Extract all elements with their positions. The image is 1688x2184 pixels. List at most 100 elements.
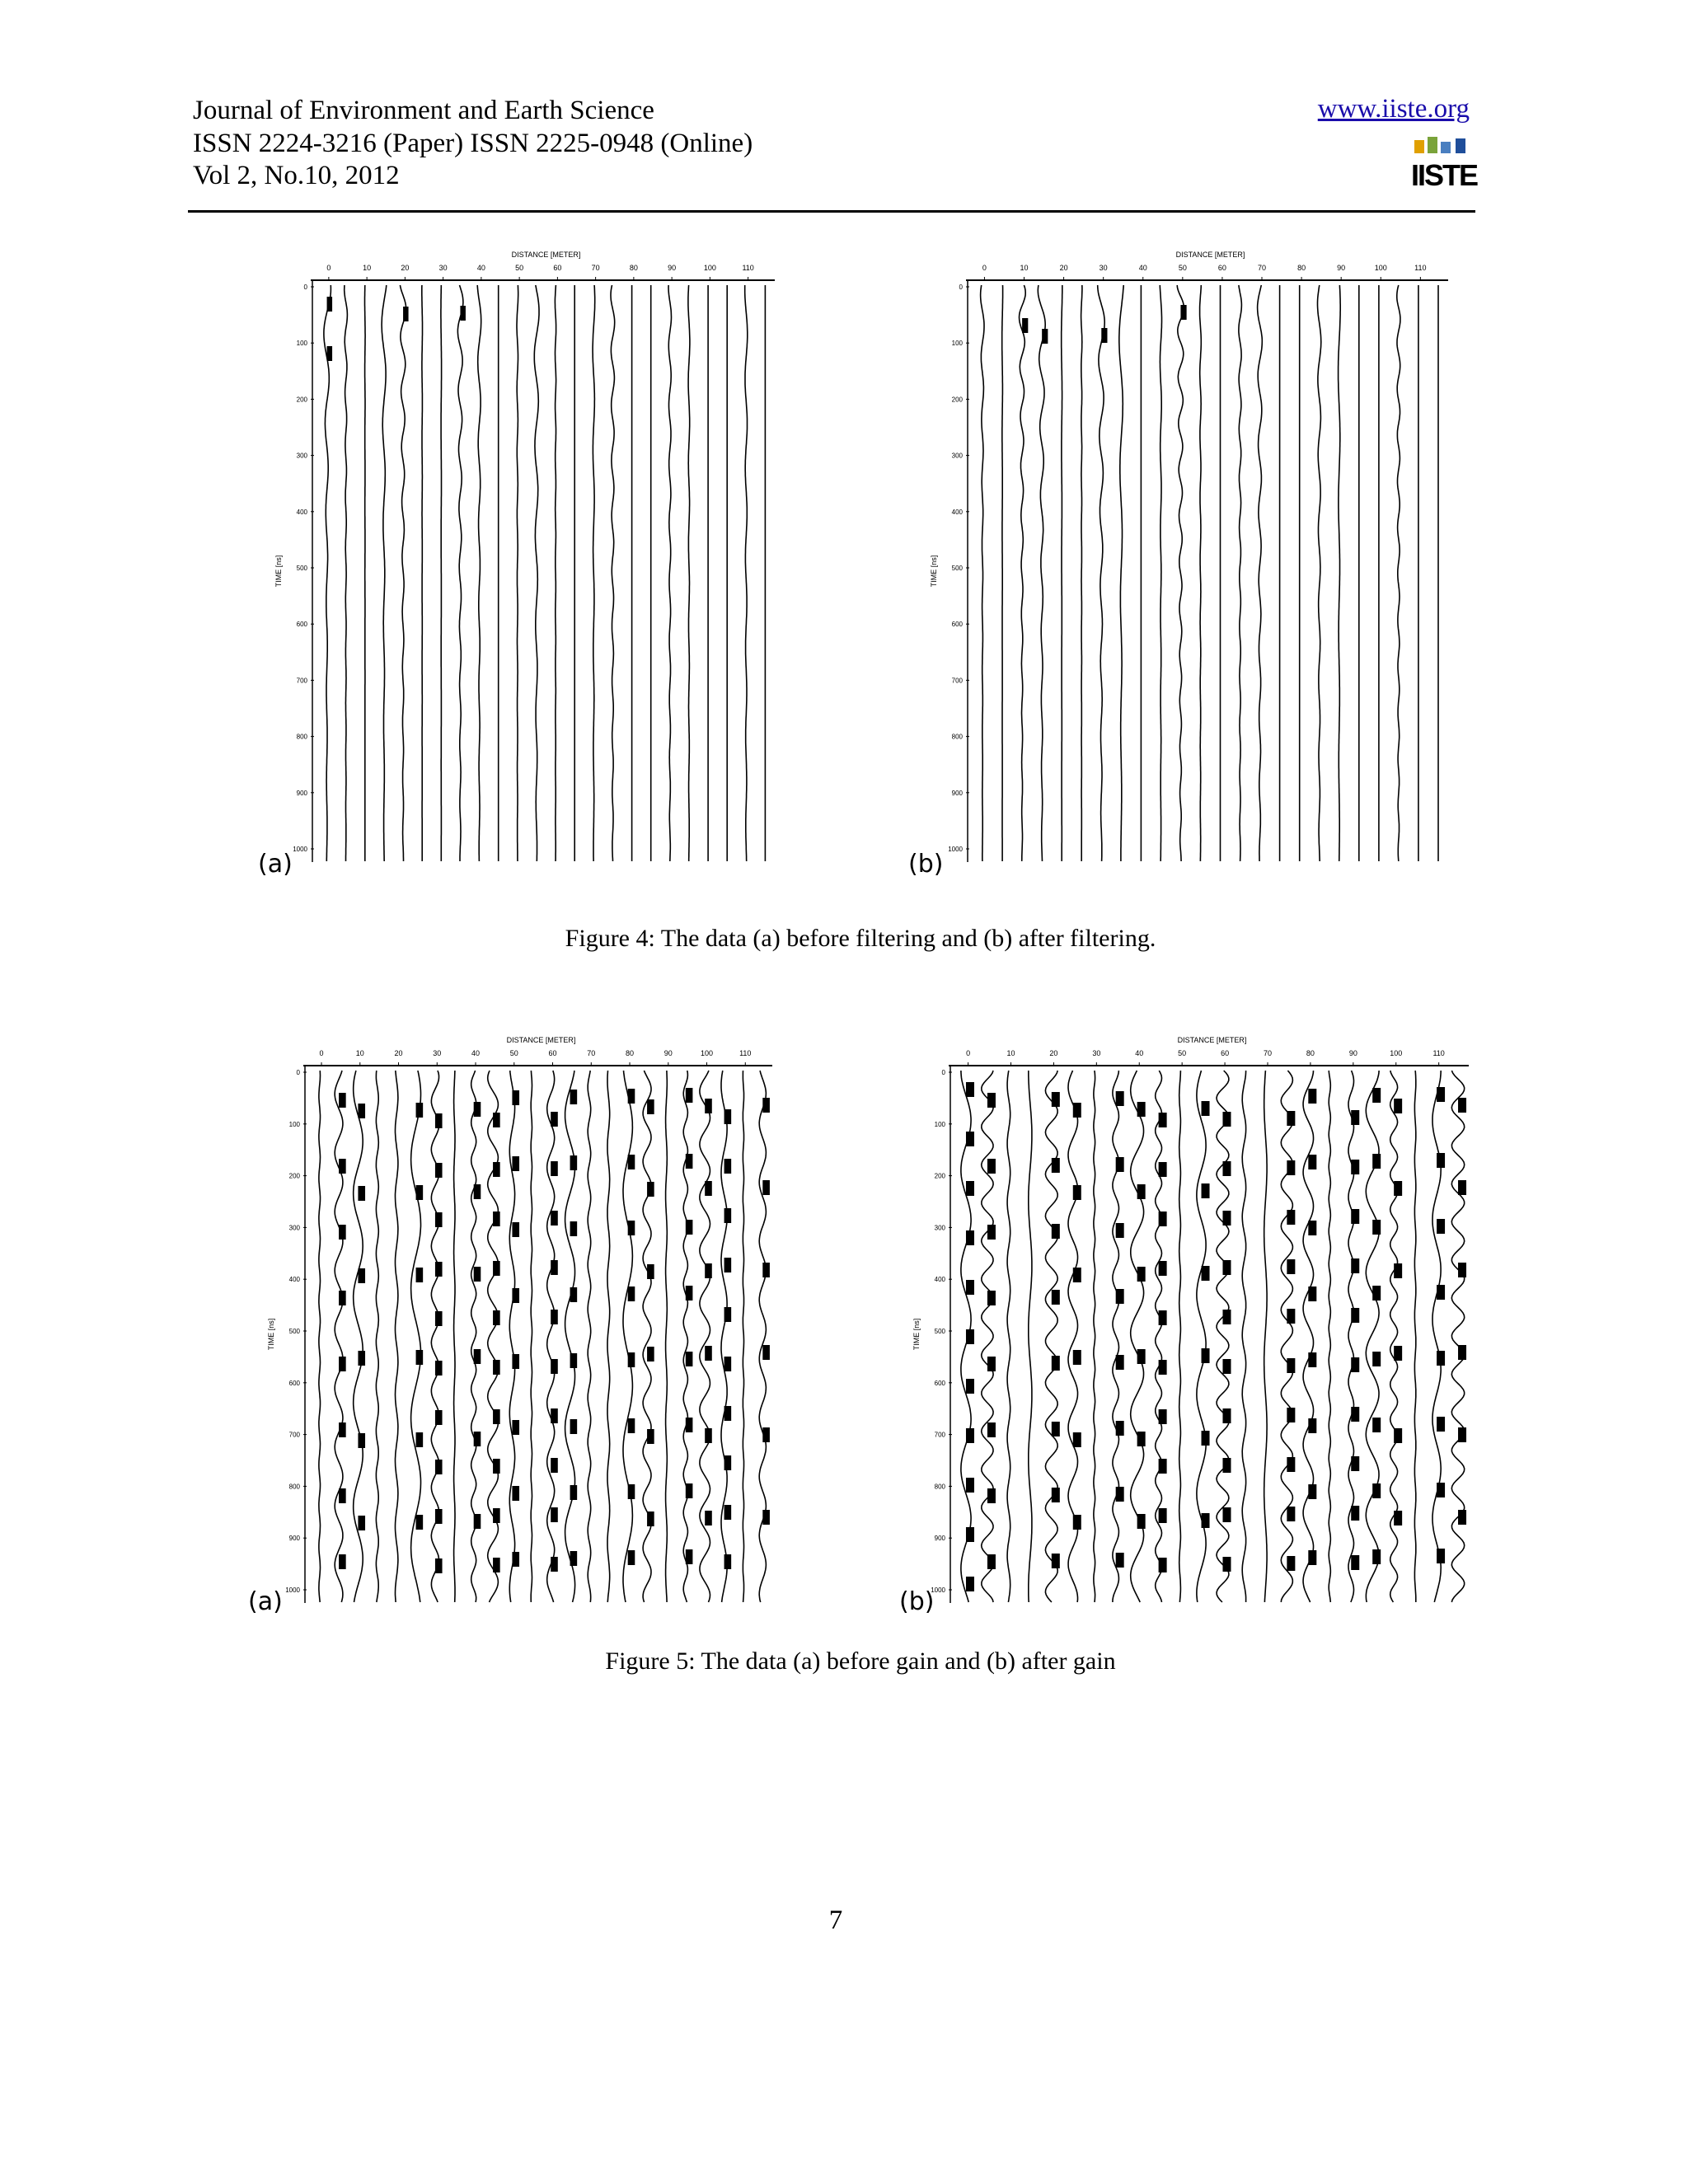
- seismic-panel: DISTANCE [METER] 0 10 20 30 40 50 60 70 80 90 100 11…: [258, 251, 775, 879]
- y-tick-label: 0: [304, 284, 308, 291]
- x-tick-label: 60: [549, 1049, 557, 1057]
- trace-fill: [987, 1225, 996, 1240]
- trace: [1316, 284, 1322, 862]
- page-number: 7: [828, 1905, 843, 1935]
- trace-fill: [705, 1428, 712, 1443]
- trace-fill: [434, 1311, 443, 1326]
- trace-fill: [1137, 1184, 1146, 1199]
- trace-fill: [473, 1432, 481, 1446]
- trace-fill: [473, 1349, 481, 1364]
- trace-fill: [724, 1505, 732, 1520]
- trace-fill: [1458, 1098, 1467, 1113]
- trace: [410, 1070, 422, 1603]
- trace-fill: [570, 1287, 578, 1302]
- trace-fill: [705, 1263, 712, 1278]
- trace-fill: [493, 1558, 500, 1572]
- y-tick-label: 700: [297, 677, 308, 684]
- trace: [720, 1070, 728, 1603]
- trace-fill: [627, 1286, 635, 1301]
- trace-fill: [1372, 1418, 1381, 1432]
- trace-fill: [570, 1090, 578, 1104]
- trace-fill: [1180, 305, 1187, 320]
- trace-fill: [403, 307, 409, 321]
- trace-fill: [1394, 1346, 1403, 1361]
- trace-fill: [1351, 1506, 1360, 1521]
- y-tick-label: 0: [297, 1069, 301, 1076]
- x-tick-label: 100: [701, 1049, 713, 1057]
- trace: [1241, 1070, 1247, 1602]
- trace-fill: [705, 1099, 712, 1113]
- trace: [1280, 1070, 1294, 1603]
- trace-fill: [705, 1511, 712, 1526]
- trace-fill: [1115, 1553, 1124, 1568]
- trace: [1365, 1070, 1380, 1603]
- x-tick-label: 40: [471, 1049, 480, 1057]
- trace-fill: [1351, 1160, 1360, 1174]
- trace-fill: [339, 1291, 346, 1305]
- trace-fill: [570, 1353, 578, 1368]
- y-tick-label: 0: [942, 1069, 946, 1076]
- trace: [457, 284, 464, 861]
- x-tick-label: 70: [1264, 1049, 1272, 1057]
- journal-url[interactable]: www.iiste.org: [1317, 94, 1470, 124]
- y-tick-label: 500: [952, 565, 964, 572]
- trace-fill: [1051, 1158, 1060, 1173]
- y-tick-label: 1000: [285, 1586, 300, 1594]
- trace-fill: [512, 1156, 520, 1171]
- trace-fill: [1287, 1111, 1296, 1126]
- trace-fill: [339, 1093, 346, 1108]
- trace-fill: [1158, 1360, 1167, 1375]
- trace-fill: [551, 1458, 558, 1473]
- trace: [1178, 1070, 1182, 1603]
- trace-fill: [1372, 1483, 1381, 1498]
- trace-fill: [1351, 1456, 1360, 1471]
- x-tick-label: 110: [1414, 264, 1426, 272]
- y-tick-label: 800: [952, 733, 964, 741]
- trace-fill: [1351, 1308, 1360, 1323]
- trace-fill: [1372, 1352, 1381, 1366]
- trace-fill: [358, 1516, 366, 1530]
- trace-fill: [1115, 1487, 1124, 1502]
- trace-fill: [1158, 1212, 1167, 1226]
- trace-fill: [1137, 1514, 1146, 1529]
- trace: [1328, 1070, 1332, 1603]
- seismic-panel: DISTANCE [METER] 0 10 20 30 40 50 60 70 80 90 100 11…: [908, 251, 1448, 879]
- trace: [1238, 284, 1243, 862]
- trace-fill: [512, 1354, 520, 1369]
- x-tick-label: 30: [433, 1049, 441, 1057]
- trace-fill: [1287, 1457, 1296, 1472]
- trace-fill: [473, 1514, 481, 1529]
- trace-fill: [1051, 1554, 1060, 1568]
- x-tick-label: 0: [966, 1049, 970, 1057]
- trace-fill: [326, 297, 333, 312]
- trace-fill: [965, 1329, 974, 1344]
- trace-fill: [647, 1099, 654, 1114]
- y-tick-label: 0: [959, 284, 964, 291]
- trace-fill: [1158, 1310, 1167, 1325]
- trace: [564, 1070, 576, 1603]
- trace-fill: [987, 1357, 996, 1371]
- panel-label: (b): [899, 1587, 934, 1616]
- panel-label: (b): [908, 850, 943, 879]
- y-tick-label: 800: [935, 1483, 946, 1490]
- trace-fill: [1287, 1309, 1296, 1324]
- trace: [682, 1070, 689, 1603]
- trace: [622, 1070, 634, 1603]
- trace-fill: [647, 1264, 654, 1279]
- trace: [1044, 1070, 1059, 1603]
- trace-fill: [1308, 1221, 1317, 1235]
- trace-fill: [1115, 1091, 1124, 1106]
- trace-fill: [1372, 1088, 1381, 1103]
- seismic-panel: DISTANCE [METER] 0 10 20 30 40 50 60 70 80 90 100 11…: [899, 1036, 1469, 1616]
- trace-fill: [1351, 1555, 1360, 1570]
- trace: [592, 284, 596, 861]
- x-tick-label: 60: [553, 264, 561, 272]
- y-tick-label: 300: [297, 452, 308, 460]
- trace-fill: [1287, 1408, 1296, 1422]
- trace-fill: [724, 1554, 732, 1569]
- y-tick-label: 900: [935, 1535, 946, 1542]
- trace-fill: [358, 1104, 366, 1118]
- trace-fill: [415, 1515, 424, 1530]
- trace-fill: [724, 1307, 732, 1322]
- y-tick-label: 200: [935, 1173, 946, 1180]
